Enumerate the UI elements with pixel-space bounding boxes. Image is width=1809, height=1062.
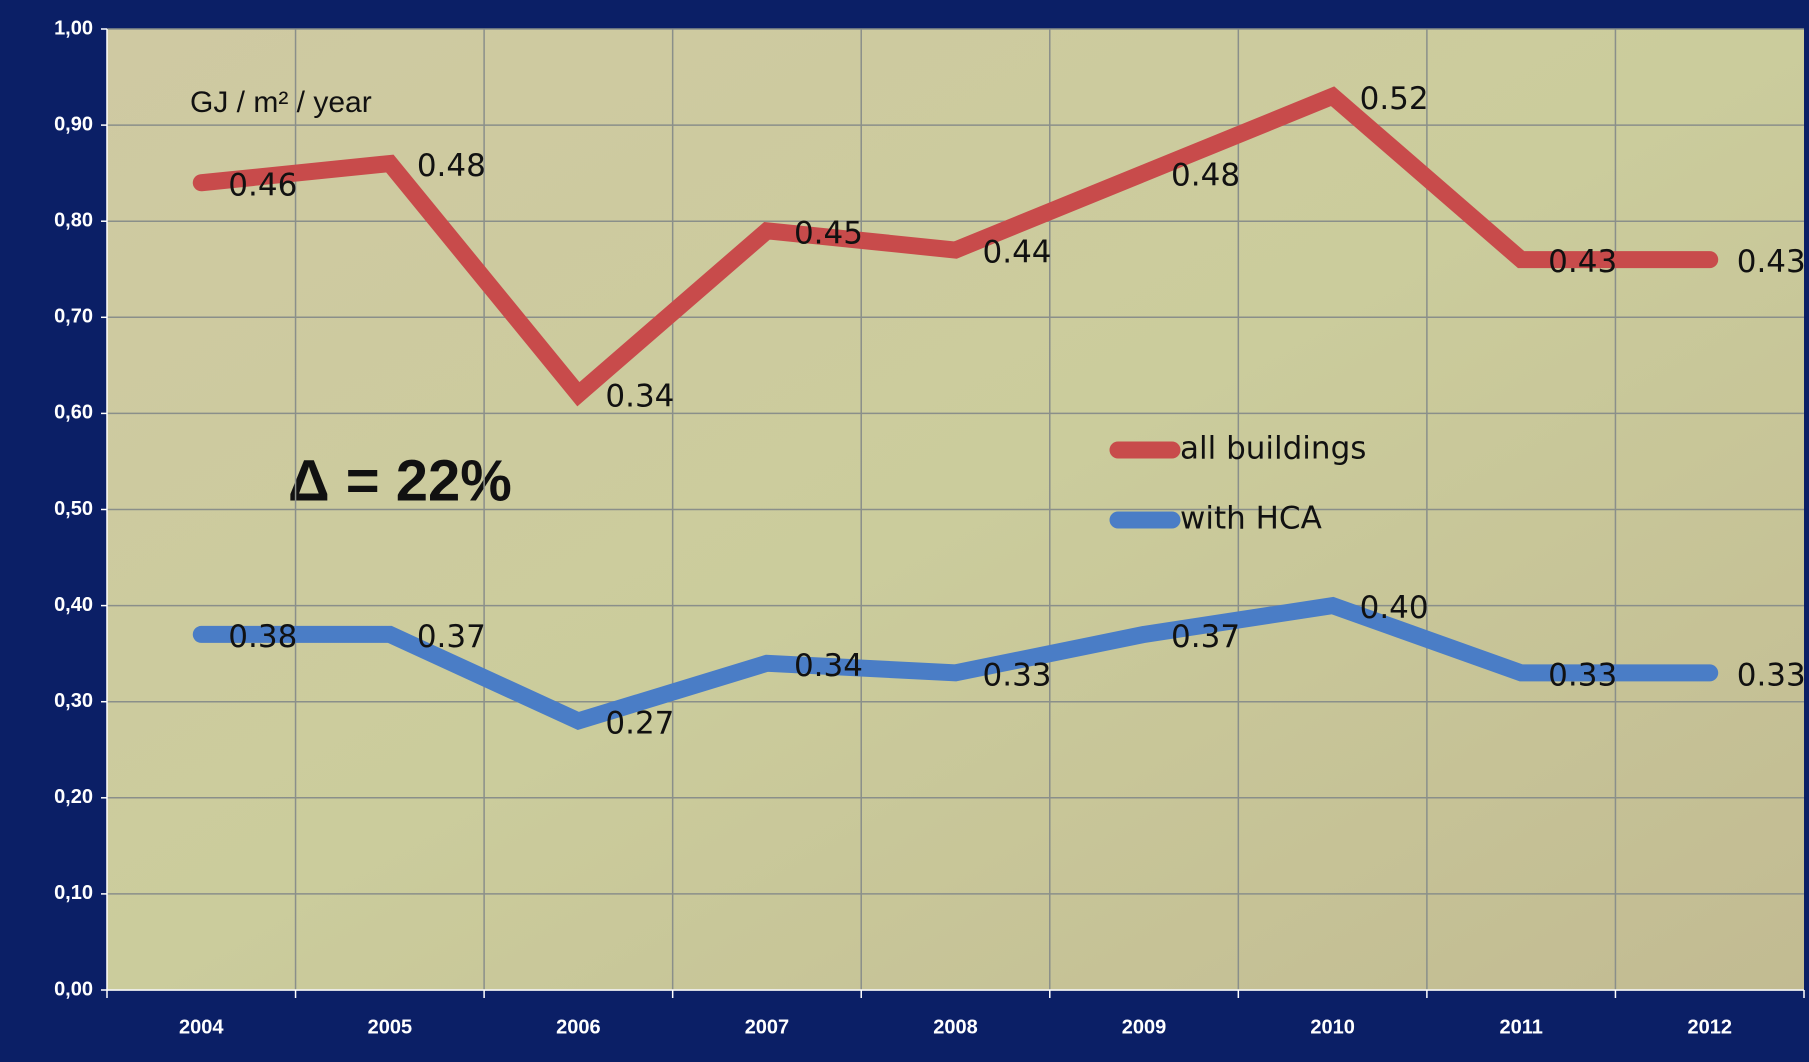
y-tick-label: 0,60 <box>54 402 93 424</box>
data-label: 0.48 <box>417 148 486 184</box>
data-label: 0.46 <box>228 167 297 203</box>
data-label: 0.48 <box>1171 158 1240 194</box>
x-tick-label: 2006 <box>556 1016 601 1038</box>
x-tick-label: 2008 <box>933 1016 978 1038</box>
data-label: 0.44 <box>983 235 1052 271</box>
y-tick-label: 0,10 <box>54 882 93 904</box>
data-label: 0.37 <box>417 619 486 655</box>
data-label: 0.37 <box>1171 619 1240 655</box>
y-tick-label: 0,90 <box>54 113 93 135</box>
data-label: 0.33 <box>1737 657 1806 693</box>
chart: GJ / m² / year Δ = 22% 0,00 0,10 0,20 0,30 0… <box>0 0 1809 1062</box>
y-tick-label: 0,20 <box>54 786 93 808</box>
data-label: 0.43 <box>1548 244 1617 280</box>
data-label: 0.40 <box>1360 590 1429 626</box>
x-tick-label: 2012 <box>1687 1016 1732 1038</box>
y-tick-label: 0,80 <box>54 209 93 231</box>
y-tick-label: 0,70 <box>54 306 93 328</box>
data-label: 0.33 <box>983 657 1052 693</box>
y-tick-label: 0,00 <box>54 978 93 1000</box>
x-tick-label: 2010 <box>1310 1016 1355 1038</box>
x-tick-label: 2007 <box>745 1016 790 1038</box>
data-label: 0.34 <box>794 648 863 684</box>
data-label: 0.45 <box>794 215 863 251</box>
y-tick-label: 1,00 <box>54 17 93 39</box>
legend-label: all buildings <box>1180 431 1366 467</box>
annotation: Δ = 22% <box>288 448 512 513</box>
x-tick-label: 2004 <box>179 1016 224 1038</box>
data-label: 0.52 <box>1360 81 1429 117</box>
x-tick-label: 2009 <box>1122 1016 1167 1038</box>
data-label: 0.33 <box>1548 657 1617 693</box>
data-label: 0.38 <box>228 619 297 655</box>
x-tick-label: 2005 <box>368 1016 413 1038</box>
x-tick-label: 2011 <box>1499 1016 1542 1038</box>
data-label: 0.43 <box>1737 244 1806 280</box>
legend-label: with HCA <box>1180 501 1322 537</box>
data-label: 0.27 <box>605 705 674 741</box>
y-tick-label: 0,50 <box>54 498 93 520</box>
y-tick-label: 0,30 <box>54 690 93 712</box>
data-label: 0.34 <box>605 379 674 415</box>
y-axis-label: GJ / m² / year <box>190 86 372 119</box>
y-tick-label: 0,40 <box>54 594 93 616</box>
